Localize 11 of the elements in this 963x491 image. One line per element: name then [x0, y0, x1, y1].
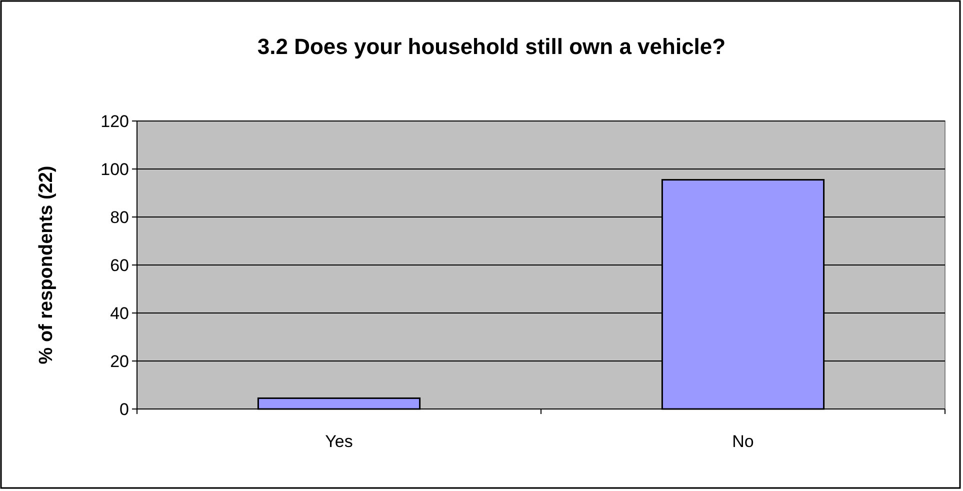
y-tick-label: 80: [110, 208, 129, 227]
chart-title: 3.2 Does your household still own a vehicle?: [257, 34, 726, 59]
y-tick-label: 40: [110, 304, 129, 323]
x-tick-label: No: [732, 432, 754, 451]
y-tick-label: 20: [110, 352, 129, 371]
y-tick-label: 120: [100, 112, 129, 131]
y-tick-label: 60: [110, 256, 129, 275]
x-tick-label: Yes: [325, 432, 353, 451]
y-axis-title: % of respondents (22): [36, 166, 57, 364]
y-tick-label: 0: [120, 400, 129, 419]
y-tick-label: 100: [100, 160, 129, 179]
